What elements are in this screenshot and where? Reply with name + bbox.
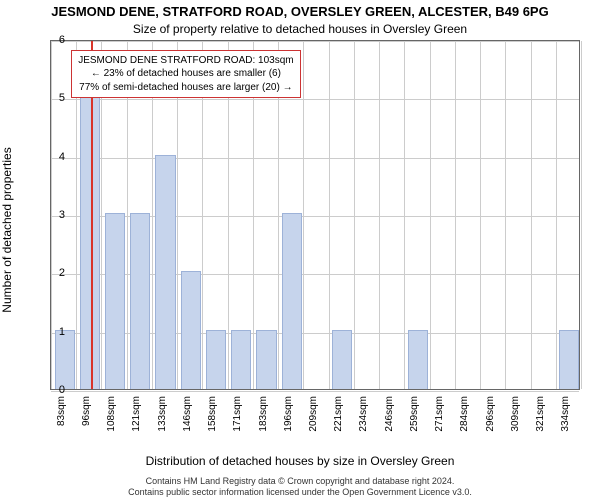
x-axis-label: Distribution of detached houses by size … bbox=[0, 454, 600, 468]
footer-line1: Contains HM Land Registry data © Crown c… bbox=[0, 476, 600, 487]
footer-attribution: Contains HM Land Registry data © Crown c… bbox=[0, 476, 600, 499]
histogram-bar bbox=[559, 330, 579, 389]
histogram-bar bbox=[80, 96, 100, 389]
gridline-v bbox=[505, 41, 506, 389]
gridline-v bbox=[556, 41, 557, 389]
y-tick-label: 1 bbox=[51, 326, 65, 338]
gridline-v bbox=[404, 41, 405, 389]
gridline-h bbox=[51, 41, 579, 42]
legend-box: JESMOND DENE STRATFORD ROAD: 103sqm← 23%… bbox=[71, 50, 300, 99]
histogram-bar bbox=[105, 213, 125, 389]
histogram-bar bbox=[181, 271, 201, 389]
y-tick-label: 0 bbox=[51, 384, 65, 396]
gridline-v bbox=[581, 41, 582, 389]
gridline-v bbox=[480, 41, 481, 389]
chart-subtitle: Size of property relative to detached ho… bbox=[0, 22, 600, 36]
y-tick-label: 4 bbox=[51, 151, 65, 163]
histogram-bar bbox=[408, 330, 428, 389]
histogram-bar bbox=[206, 330, 226, 389]
gridline-h bbox=[51, 391, 579, 392]
histogram-bar bbox=[55, 330, 75, 389]
gridline-h bbox=[51, 158, 579, 159]
y-tick-label: 2 bbox=[51, 267, 65, 279]
histogram-bar bbox=[256, 330, 276, 389]
y-tick-label: 3 bbox=[51, 209, 65, 221]
histogram-bar bbox=[282, 213, 302, 389]
histogram-bar bbox=[130, 213, 150, 389]
gridline-v bbox=[531, 41, 532, 389]
y-tick-label: 6 bbox=[51, 34, 65, 46]
gridline-v bbox=[303, 41, 304, 389]
plot-area: JESMOND DENE STRATFORD ROAD: 103sqm← 23%… bbox=[50, 40, 580, 390]
gridline-v bbox=[430, 41, 431, 389]
gridline-v bbox=[455, 41, 456, 389]
gridline-v bbox=[379, 41, 380, 389]
histogram-bar bbox=[155, 155, 175, 389]
y-tick-label: 5 bbox=[51, 92, 65, 104]
legend-line2: ← 23% of detached houses are smaller (6) bbox=[78, 67, 293, 81]
gridline-v bbox=[354, 41, 355, 389]
histogram-bar bbox=[231, 330, 251, 389]
legend-line3: 77% of semi-detached houses are larger (… bbox=[78, 81, 293, 95]
y-axis-label: Number of detached properties bbox=[0, 65, 14, 230]
gridline-h bbox=[51, 99, 579, 100]
footer-line2: Contains public sector information licen… bbox=[0, 487, 600, 498]
gridline-v bbox=[329, 41, 330, 389]
chart-title-address: JESMOND DENE, STRATFORD ROAD, OVERSLEY G… bbox=[0, 4, 600, 19]
histogram-bar bbox=[332, 330, 352, 389]
legend-line1: JESMOND DENE STRATFORD ROAD: 103sqm bbox=[78, 54, 293, 68]
